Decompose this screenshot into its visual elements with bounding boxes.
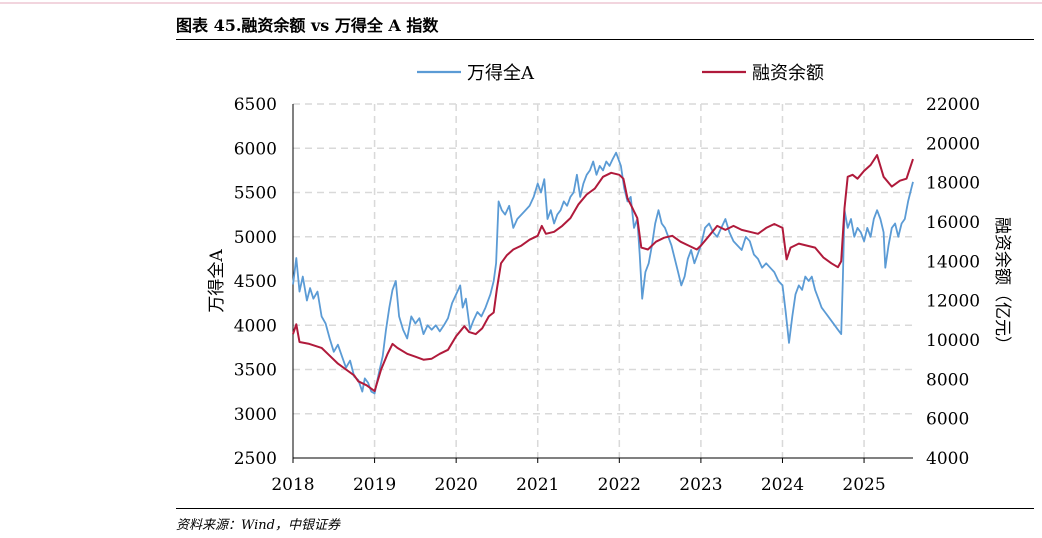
x-tick-label: 2023 bbox=[679, 475, 722, 495]
top-accent-rule bbox=[0, 2, 1042, 4]
y-left-tick-label: 4500 bbox=[234, 272, 277, 292]
margin-balance-line bbox=[292, 154, 914, 393]
y-left-tick-label: 3000 bbox=[234, 405, 277, 425]
y-axis-left-label: 万得全A bbox=[207, 249, 227, 313]
y-right-tick-label: 12000 bbox=[926, 292, 980, 312]
legend-label: 融资余额 bbox=[752, 63, 824, 84]
y-right-tick-label: 4000 bbox=[926, 449, 969, 469]
y-left-tick-label: 2500 bbox=[234, 449, 277, 469]
source-divider bbox=[176, 508, 1034, 509]
y-right-tick-label: 10000 bbox=[926, 331, 980, 351]
title-divider bbox=[176, 39, 1034, 40]
x-tick-label: 2021 bbox=[516, 475, 559, 495]
series-lines bbox=[292, 151, 914, 395]
wind-a-index-line bbox=[292, 151, 914, 395]
legend-label: 万得全A bbox=[467, 63, 535, 84]
y-axis-right-label: 融资余额（亿元） bbox=[992, 217, 1012, 353]
y-right-tick-label: 22000 bbox=[926, 95, 980, 115]
chart-title: 图表 45.融资余额 vs 万得全 A 指数 bbox=[176, 16, 439, 35]
x-tick-label: 2025 bbox=[842, 475, 885, 495]
x-tick-label: 2024 bbox=[761, 475, 804, 495]
y-right-tick-label: 6000 bbox=[926, 410, 969, 430]
y-left-tick-label: 6500 bbox=[234, 95, 277, 115]
legend: 万得全A 融资余额 bbox=[417, 63, 824, 84]
x-tick-label: 2018 bbox=[271, 475, 314, 495]
x-tick-label: 2020 bbox=[435, 475, 478, 495]
y-left-tick-label: 4000 bbox=[234, 316, 277, 336]
y-right-tick-label: 8000 bbox=[926, 370, 969, 390]
x-tick-label: 2019 bbox=[353, 475, 396, 495]
axes: 2500 3000 3500 4000 4500 5000 5500 6000 6500 4000… bbox=[234, 95, 980, 495]
y-right-tick-label: 16000 bbox=[926, 213, 980, 233]
y-right-tick-label: 14000 bbox=[926, 252, 980, 272]
y-left-tick-label: 5000 bbox=[234, 228, 277, 248]
y-left-tick-label: 5500 bbox=[234, 184, 277, 204]
y-right-tick-label: 20000 bbox=[926, 134, 980, 154]
y-right-tick-label: 18000 bbox=[926, 174, 980, 194]
grid-lines bbox=[293, 103, 913, 458]
y-left-tick-label: 3500 bbox=[234, 361, 277, 381]
source-note: 资料来源：Wind，中银证券 bbox=[176, 518, 340, 533]
x-tick-label: 2022 bbox=[598, 475, 641, 495]
y-left-tick-label: 6000 bbox=[234, 139, 277, 159]
